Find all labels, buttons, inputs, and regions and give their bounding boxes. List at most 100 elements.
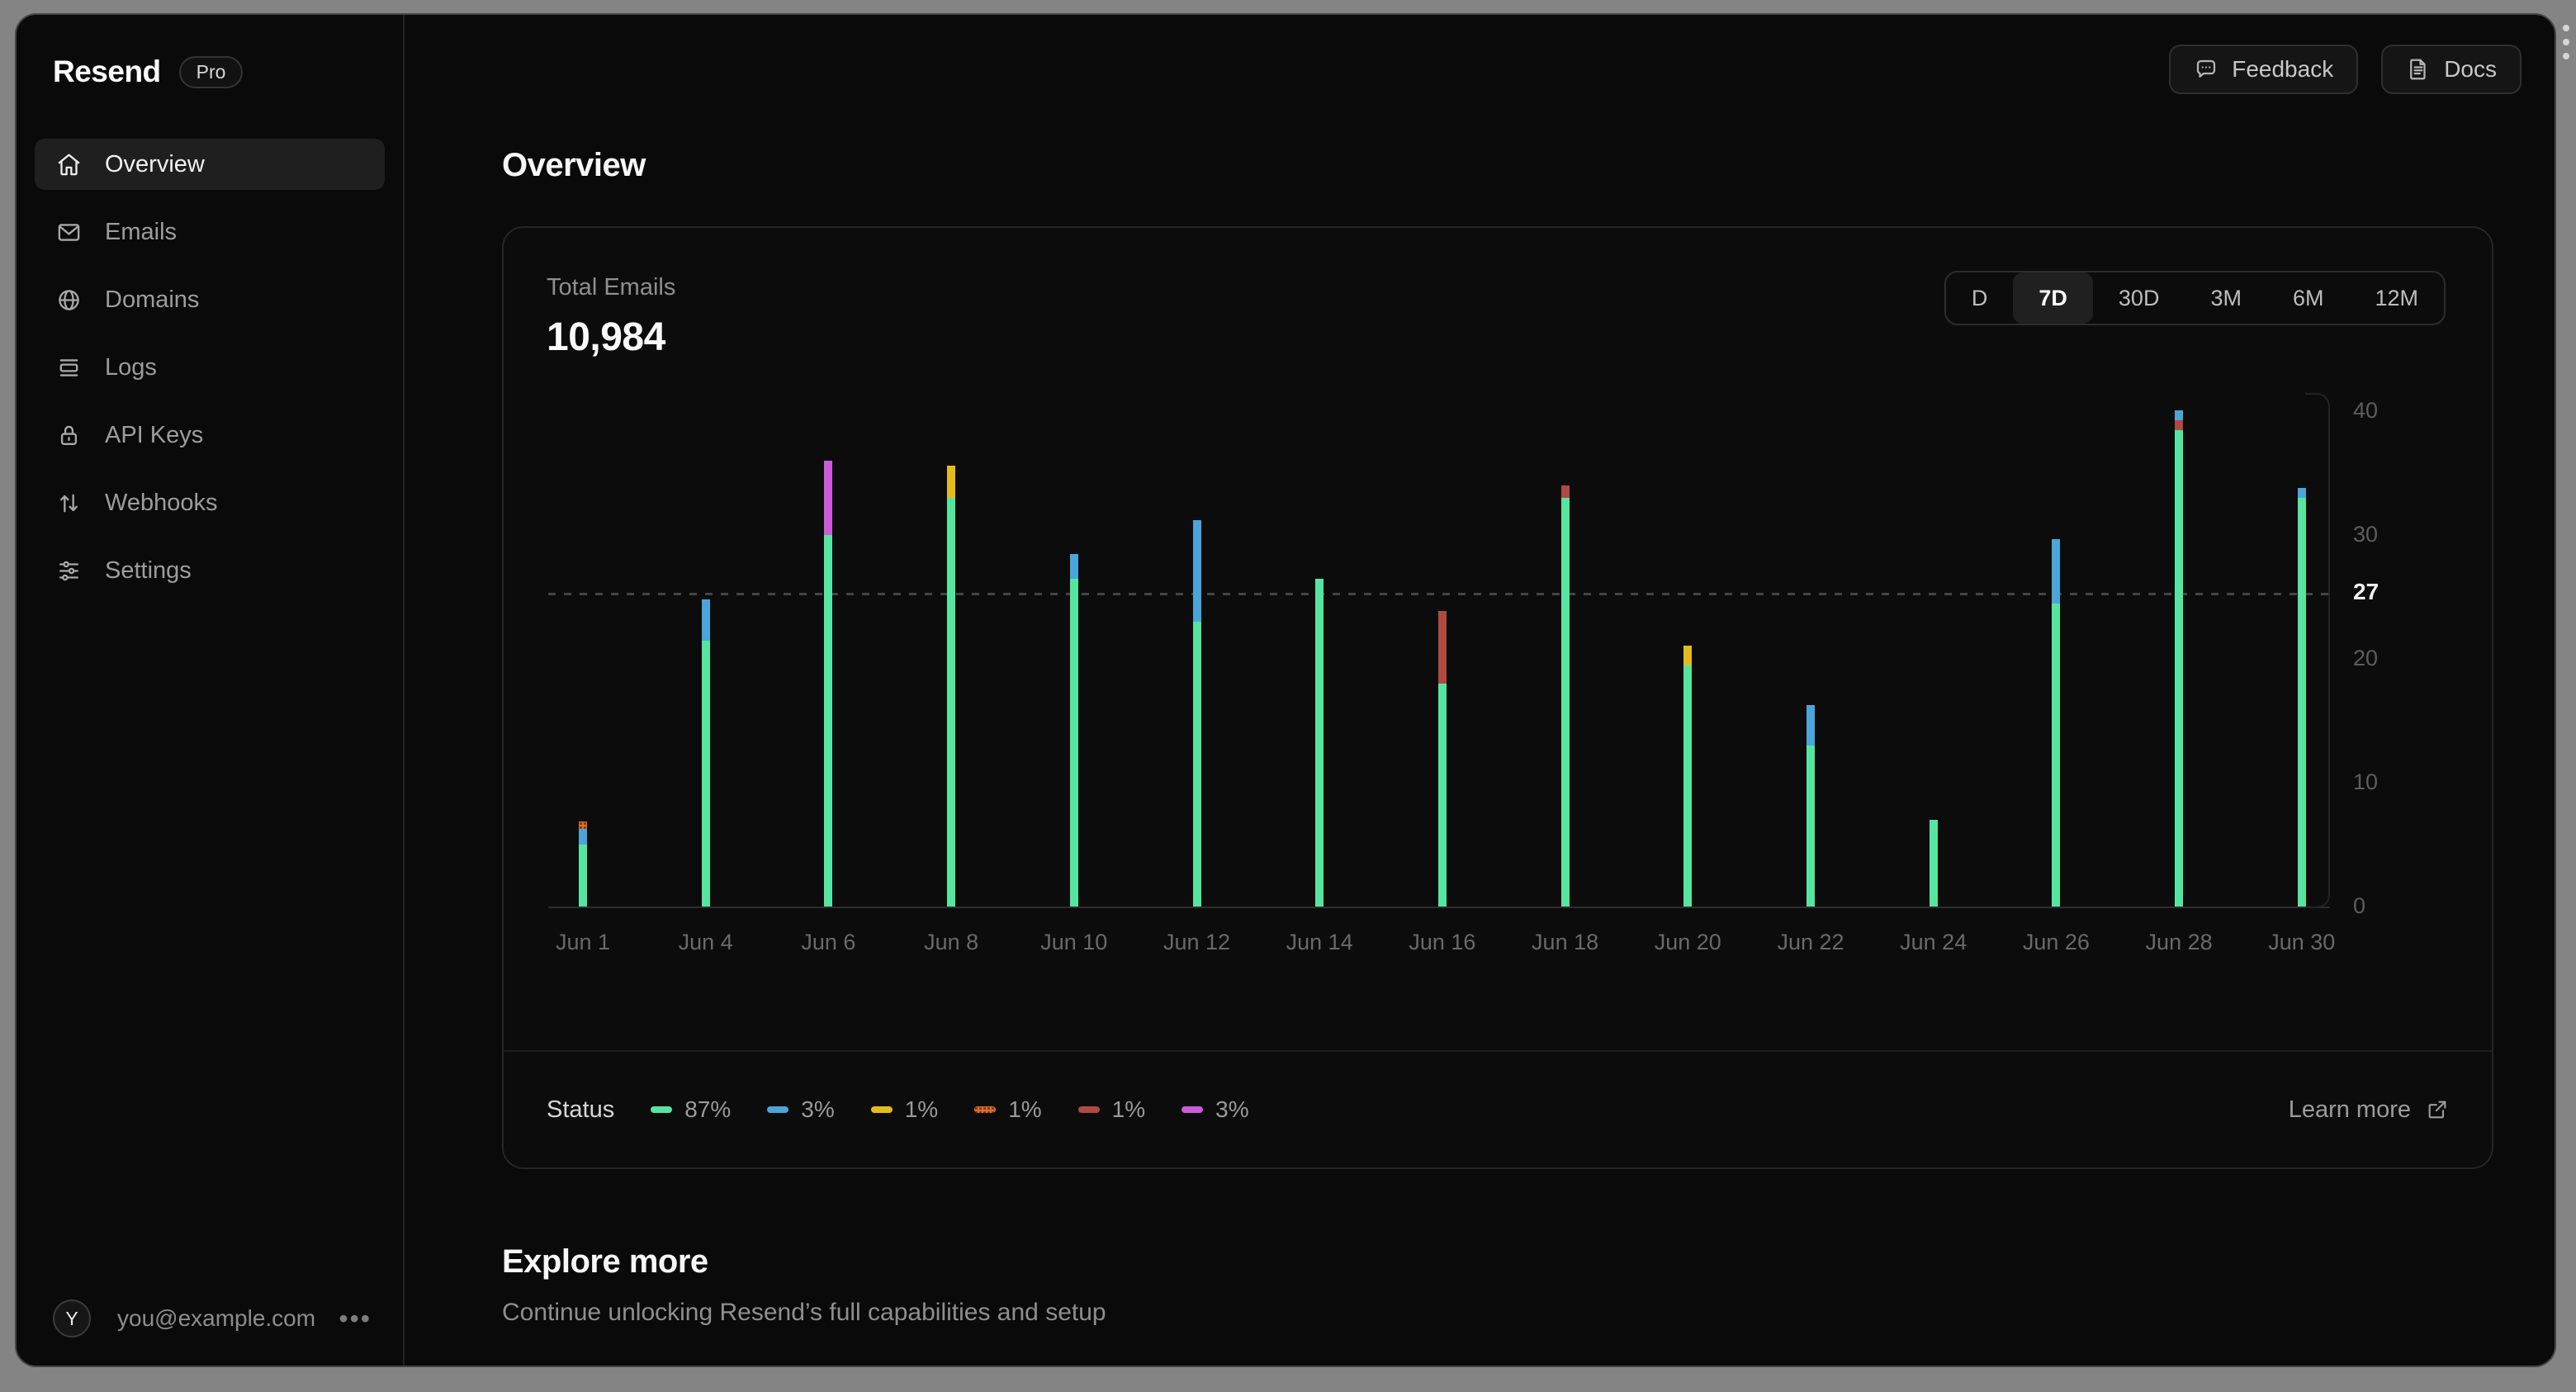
range-d[interactable]: D — [1971, 285, 1988, 310]
legend-swatch-magenta — [1181, 1106, 1204, 1113]
bar-segment-orange — [579, 821, 587, 829]
docs-file-icon — [2410, 59, 2426, 80]
logs-icon — [56, 355, 82, 381]
legend-percentage: 1% — [1008, 1096, 1042, 1122]
bar-jun-12 — [1192, 520, 1201, 907]
range-12m[interactable]: 12M — [2375, 285, 2418, 310]
sidebar-item-label: Settings — [105, 556, 192, 584]
legend-percentage: 3% — [1215, 1096, 1249, 1122]
emails-chart: Jun 1 Jun 4 Jun 6 Jun 8 Jun 10 Jun 12 Jun 14 Ju… — [504, 228, 2492, 1167]
legend-percentage: 3% — [801, 1096, 835, 1122]
bar-segment-green — [1192, 622, 1201, 907]
bar-segment-green — [1069, 578, 1078, 907]
x-tick-label: Jun 4 — [678, 930, 733, 954]
legend-item-orange: 1% — [974, 1096, 1042, 1123]
sidebar-item-overview[interactable]: Overview — [35, 139, 385, 190]
sliders-icon — [56, 558, 82, 584]
bar-jun-18 — [1560, 485, 1570, 907]
x-tick-label: Jun 24 — [1900, 930, 1968, 954]
legend-percentage: 87% — [684, 1096, 732, 1122]
range-3m[interactable]: 3M — [2210, 285, 2242, 310]
sidebar-item-api-keys[interactable]: API Keys — [35, 410, 385, 461]
bar-segment-green — [824, 535, 833, 907]
bar-segment-blue — [2297, 488, 2306, 498]
bar-segment-green — [1807, 746, 1815, 907]
bar-segment-blue — [2175, 410, 2184, 420]
metric-value: 10,984 — [547, 315, 665, 359]
bar-segment-red — [2175, 419, 2184, 430]
y-tick-label: 10 — [2353, 769, 2379, 794]
bar-jun-20 — [1683, 645, 1693, 907]
bar-jun-28 — [2175, 410, 2184, 907]
x-tick-label: Jun 16 — [1409, 930, 1476, 954]
bar-segment-red — [1437, 610, 1447, 684]
user-row[interactable]: Y you@example.com ••• — [53, 1300, 372, 1338]
bar-jun-24 — [1929, 820, 1938, 907]
bar-segment-green — [579, 845, 587, 907]
bar-jun-14 — [1315, 578, 1324, 907]
user-email: you@example.com — [117, 1305, 316, 1331]
legend-swatch-green — [651, 1106, 673, 1113]
y-tick-label: 0 — [2353, 893, 2366, 918]
metric-label: Total Emails — [547, 274, 676, 301]
topbar: Feedback Docs — [2169, 45, 2522, 94]
bar-jun-10 — [1069, 553, 1078, 907]
page-title: Overview — [502, 147, 646, 183]
legend-swatch-red — [1077, 1106, 1100, 1113]
bar-segment-blue — [2052, 538, 2061, 604]
bar-jun-22 — [1807, 704, 1815, 907]
bar-segment-green — [701, 640, 710, 907]
bar-segment-green — [1560, 498, 1570, 907]
bar-jun-4 — [701, 599, 710, 907]
sidebar-item-label: API Keys — [105, 421, 204, 448]
x-tick-label: Jun 26 — [2022, 930, 2090, 954]
legend-item-red: 1% — [1077, 1096, 1145, 1123]
learn-more-label: Learn more — [2288, 1096, 2411, 1123]
external-link-icon — [2428, 1101, 2446, 1119]
mail-icon — [56, 220, 82, 245]
x-tick-label: Jun 10 — [1040, 930, 1108, 954]
range-7d[interactable]: 7D — [2013, 272, 2093, 324]
plan-badge: Pro — [178, 55, 244, 88]
range-30d[interactable]: 30D — [2118, 285, 2160, 310]
y-tick-label: 40 — [2353, 398, 2379, 423]
time-range-selector: D 7D 30D 3M 6M 12M — [1944, 271, 2446, 325]
chart-legend: 87% 3% 1% 1% 1% 3% — [651, 1096, 1249, 1123]
sidebar-nav: Overview Emails Domains Logs API Keys Webhook… — [17, 139, 403, 613]
home-icon — [56, 152, 82, 178]
sidebar-item-emails[interactable]: Emails — [35, 206, 385, 258]
legend-item-green: 87% — [651, 1096, 731, 1123]
status-label: Status — [547, 1096, 615, 1123]
bar-segment-green — [1437, 684, 1447, 907]
sidebar-item-domains[interactable]: Domains — [35, 274, 385, 325]
learn-more-link[interactable]: Learn more — [2289, 1096, 2449, 1124]
bar-segment-green — [2175, 429, 2184, 907]
sidebar-item-settings[interactable]: Settings — [35, 545, 385, 596]
x-tick-label: Jun 1 — [555, 930, 611, 954]
bar-segment-green — [2297, 498, 2306, 907]
feedback-label: Feedback — [2232, 56, 2334, 82]
docs-button[interactable]: Docs — [2381, 45, 2522, 94]
bar-segment-green — [2052, 603, 2061, 907]
bar-jun-26 — [2052, 538, 2061, 907]
feedback-button[interactable]: Feedback — [2169, 45, 2359, 94]
sidebar-item-label: Domains — [105, 286, 200, 313]
average-dashed-line — [548, 593, 2330, 595]
legend-item-yellow: 1% — [870, 1096, 938, 1123]
bar-jun-1 — [579, 821, 587, 907]
sidebar-item-logs[interactable]: Logs — [35, 342, 385, 393]
sidebar-item-webhooks[interactable]: Webhooks — [35, 477, 385, 528]
x-tick-label: Jun 20 — [1654, 930, 1721, 954]
legend-item-blue: 3% — [767, 1096, 835, 1123]
bar-segment-blue — [1069, 553, 1078, 579]
bar-segment-blue — [1192, 520, 1201, 622]
user-menu-ellipsis-icon[interactable]: ••• — [339, 1303, 372, 1333]
bar-segment-green — [947, 498, 956, 907]
range-6m[interactable]: 6M — [2292, 285, 2324, 310]
bar-jun-16 — [1437, 610, 1447, 907]
main-content: Feedback Docs Overview Total Emails 10,9… — [405, 15, 2555, 1366]
explore-title: Explore more — [502, 1243, 708, 1280]
x-axis-line — [548, 907, 2330, 908]
overview-card: Total Emails 10,984 D 7D 30D 3M 6M 12M Jun 1 J… — [502, 226, 2493, 1169]
legend-swatch-blue — [767, 1106, 789, 1113]
